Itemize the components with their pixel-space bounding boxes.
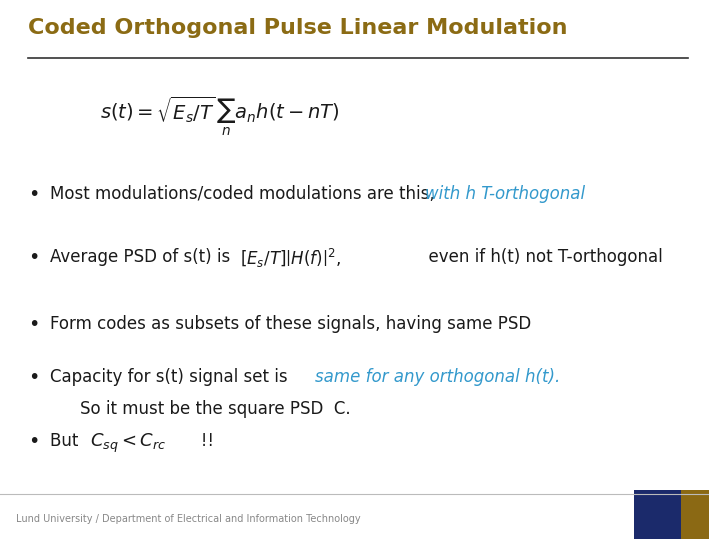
Text: Coded Orthogonal Pulse Linear Modulation: Coded Orthogonal Pulse Linear Modulation (28, 18, 567, 38)
Text: So it must be the square PSD  C.: So it must be the square PSD C. (80, 400, 351, 418)
Bar (634, 490, 681, 539)
Text: $\left[E_s/T\right]\left|H(f)\right|^2$,: $\left[E_s/T\right]\left|H(f)\right|^2$, (240, 247, 341, 271)
Text: same for any orthogonal h(t).: same for any orthogonal h(t). (315, 368, 560, 386)
Text: Form codes as subsets of these signals, having same PSD: Form codes as subsets of these signals, … (50, 315, 531, 333)
Text: •: • (28, 248, 40, 267)
Text: •: • (28, 315, 40, 334)
Text: •: • (28, 432, 40, 452)
Text: Average PSD of s(t) is: Average PSD of s(t) is (50, 248, 235, 266)
Text: •: • (28, 368, 40, 388)
Text: even if h(t) not T-orthogonal: even if h(t) not T-orthogonal (418, 248, 663, 266)
Text: But: But (50, 432, 89, 451)
Text: $C_{sq} < C_{rc}$: $C_{sq} < C_{rc}$ (90, 431, 166, 454)
Text: !!: !! (185, 432, 214, 451)
Text: with h T-orthogonal: with h T-orthogonal (425, 185, 585, 203)
Text: Most modulations/coded modulations are this,: Most modulations/coded modulations are t… (50, 185, 445, 203)
Text: Capacity for s(t) signal set is: Capacity for s(t) signal set is (50, 368, 298, 386)
Bar (681, 490, 709, 539)
Text: $s(t) = \sqrt{E_s/T}\,\sum_n a_n h(t - nT)$: $s(t) = \sqrt{E_s/T}\,\sum_n a_n h(t - n… (100, 95, 340, 139)
Text: •: • (28, 185, 40, 204)
Text: Lund University / Department of Electrical and Information Technology: Lund University / Department of Electric… (16, 514, 360, 523)
